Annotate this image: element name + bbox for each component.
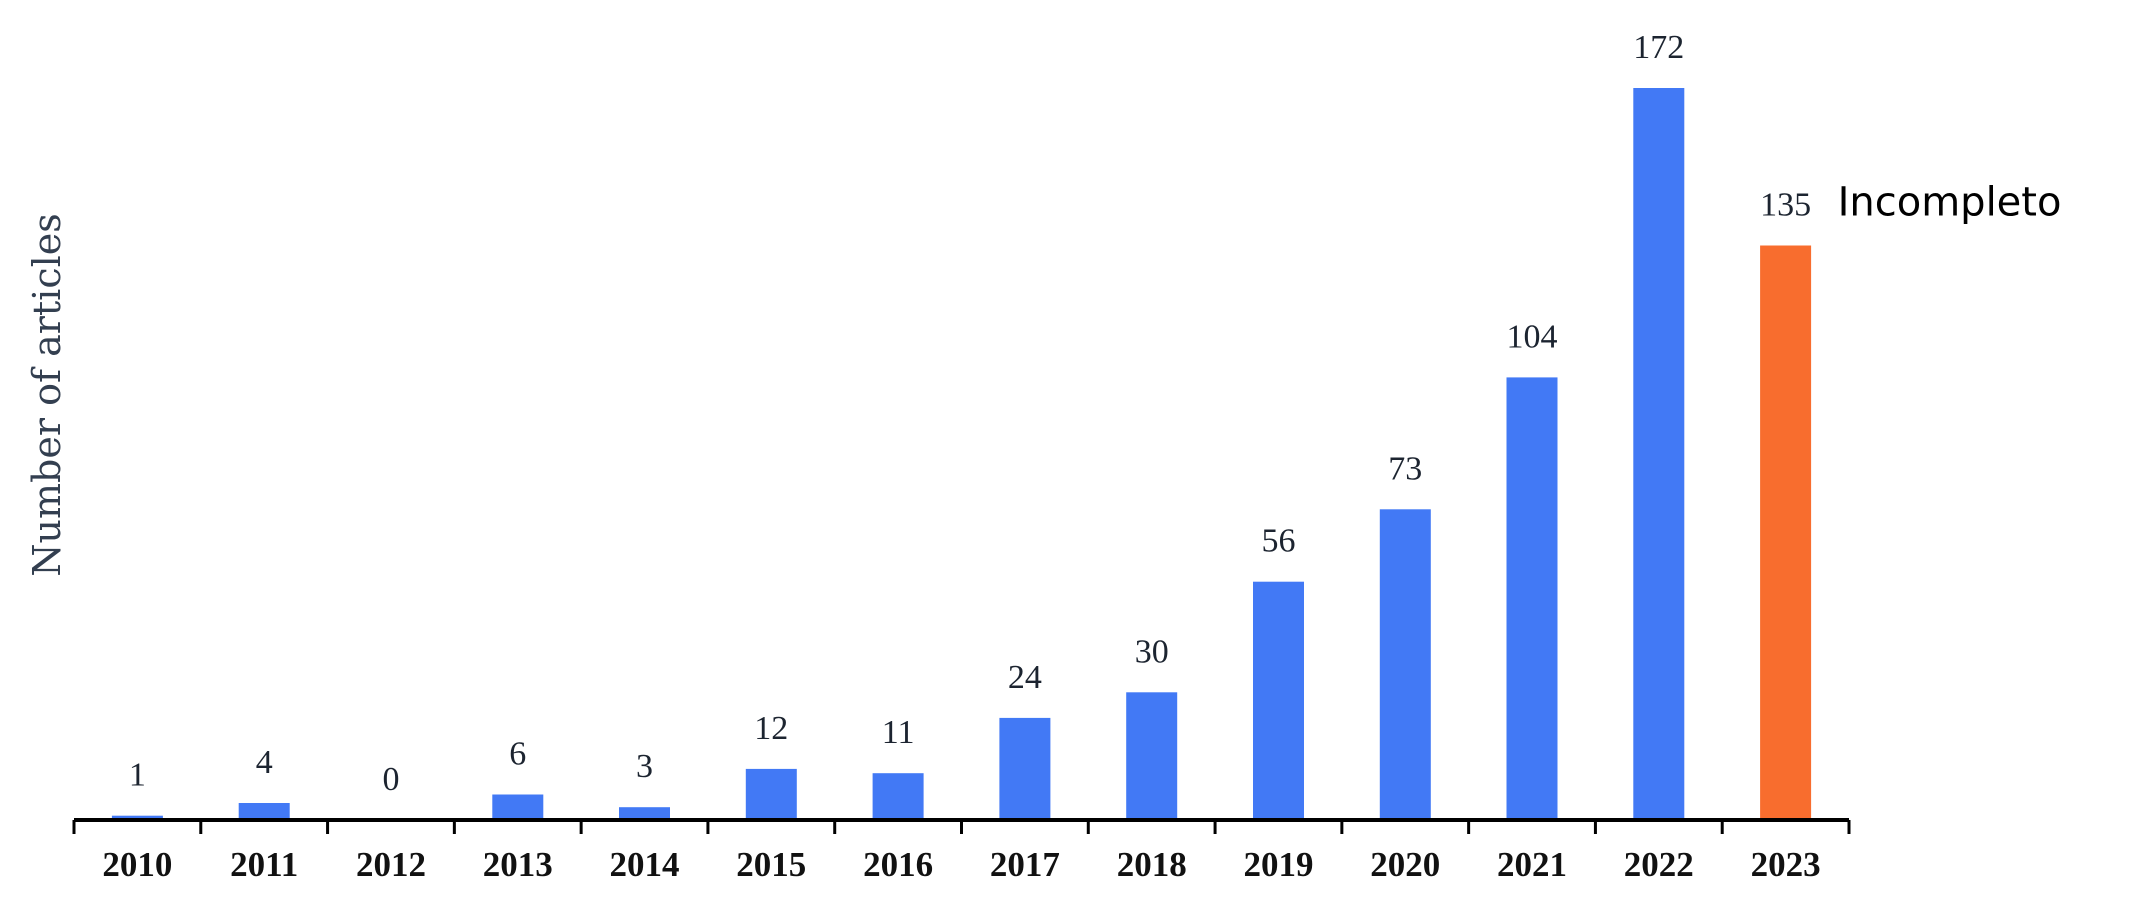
value-label-2017: 24 [1008, 659, 1042, 696]
tick-label-2015: 2015 [736, 845, 806, 884]
bar-2014 [619, 807, 670, 820]
value-label-2022: 172 [1633, 29, 1684, 66]
tick-label-2012: 2012 [356, 845, 426, 884]
tick-label-2023: 2023 [1751, 845, 1821, 884]
value-label-2015: 12 [754, 710, 788, 747]
bar-2010 [111, 815, 163, 820]
tick-label-2019: 2019 [1244, 845, 1314, 884]
value-label-2016: 11 [882, 714, 915, 751]
x-axis-tick-labels: 2010 2011 2012 2013 2014 2015 2016 2017 2018 2019… [102, 845, 1820, 884]
x-axis-ticks [72, 820, 1851, 834]
bar-2022 [1633, 88, 1685, 820]
tick-label-2022: 2022 [1624, 845, 1694, 884]
tick-label-2016: 2016 [863, 845, 933, 884]
bar-2013 [492, 794, 544, 820]
value-label-2020: 73 [1388, 450, 1422, 487]
tick-label-2018: 2018 [1117, 845, 1187, 884]
value-labels-layer: 1 4 0 6 3 12 11 24 30 56 73 104 172 135 [129, 29, 1811, 798]
bar-2019 [1253, 581, 1304, 820]
tick-label-2017: 2017 [990, 845, 1060, 884]
value-label-2014: 3 [636, 748, 653, 785]
value-label-2011: 4 [256, 744, 273, 781]
tick-label-2013: 2013 [483, 845, 553, 884]
bar-2020 [1379, 509, 1431, 820]
value-label-2010: 1 [129, 757, 146, 794]
value-label-2021: 104 [1507, 318, 1558, 355]
value-label-2013: 6 [509, 736, 526, 773]
value-label-2018: 30 [1135, 633, 1169, 670]
bar-2021 [1506, 377, 1558, 820]
value-label-2012: 0 [383, 761, 400, 798]
bar-2017 [999, 717, 1051, 820]
bars-layer [111, 88, 1812, 820]
bar-2023 [1760, 245, 1812, 820]
tick-label-2010: 2010 [102, 845, 172, 884]
bar-2018 [1126, 692, 1178, 820]
bar-2015 [745, 768, 797, 820]
value-label-2019: 56 [1262, 523, 1296, 560]
tick-label-2011: 2011 [230, 845, 298, 884]
bar-2011 [238, 803, 290, 820]
tick-label-2020: 2020 [1370, 845, 1440, 884]
tick-label-2014: 2014 [610, 845, 680, 884]
bar-2016 [872, 773, 924, 820]
value-label-2023: 135 [1760, 187, 1811, 224]
incomplete-annotation: Incompleto [1838, 180, 2062, 226]
y-axis-label: Number of articles [25, 213, 69, 577]
tick-label-2021: 2021 [1497, 845, 1567, 884]
